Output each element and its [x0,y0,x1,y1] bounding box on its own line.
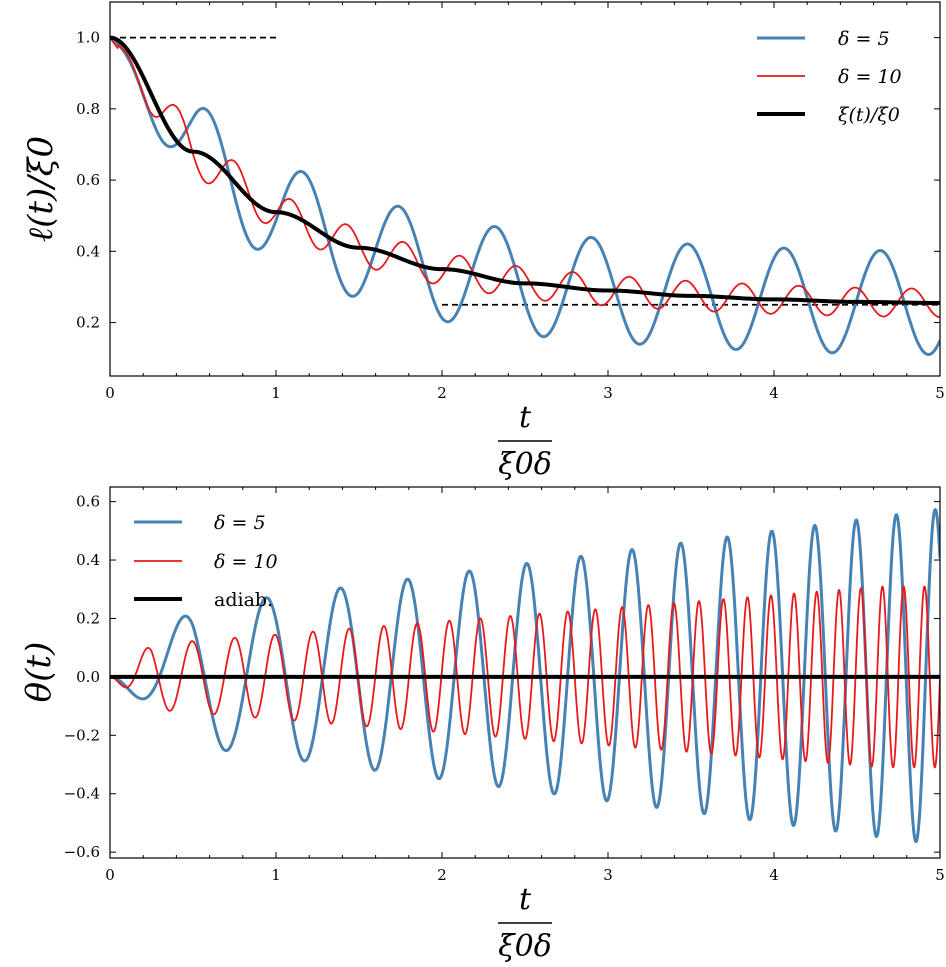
top-legend-label-xi: ξ(t)/ξ0 [838,104,900,126]
bottom-y-axis-label-text: θ(t) [19,642,59,703]
bottom-legend-label-adiab: adiab. [214,589,273,611]
bottom-xtick-label-0: 0 [105,866,115,884]
bottom-ytick-label-5: 0.4 [76,551,100,569]
bottom-panel: 0 1 2 3 4 5 −0.6 −0.4 −0.2 0.0 0.2 0.4 0.6 θ(t) t ξ0… [19,486,945,964]
top-y-tick-labels: 0.2 0.4 0.6 0.8 1.0 [76,29,100,332]
top-x-axis-label-text: t ξ0δ [498,400,552,482]
bottom-ytick-label-2: −0.2 [64,726,100,744]
top-ytick-label-3: 0.8 [76,100,100,118]
top-axes-frame [109,1,941,377]
bottom-ytick-label-0: −0.6 [64,843,100,861]
top-xtick-label-1: 1 [271,384,281,402]
bottom-ticks [109,487,941,858]
top-y-axis-label-text: ℓ(t)/ξ0 [21,136,61,242]
bottom-y-tick-labels: −0.6 −0.4 −0.2 0.0 0.2 0.4 0.6 [64,493,100,862]
top-y-axis-label: ℓ(t)/ξ0 [21,136,61,242]
top-legend-label-delta5: δ = 5 [838,28,890,50]
top-xtick-label-2: 2 [437,384,447,402]
bottom-series-line-1 [110,585,940,769]
top-series-line-0 [110,36,940,356]
bottom-y-axis-label: θ(t) [19,642,59,703]
bottom-axes-frame [109,486,941,859]
top-panel: 0 1 2 3 4 5 0.2 0.4 0.6 0.8 1.0 ℓ(t)/ξ0 t ξ0δ δ = … [21,1,945,482]
bottom-legend-label-delta5: δ = 5 [214,512,266,534]
top-x-tick-labels: 0 1 2 3 4 5 [105,384,945,402]
bottom-xtick-label-2: 2 [437,866,447,884]
bottom-ytick-label-1: −0.4 [64,785,100,803]
bottom-x-tick-labels: 0 1 2 3 4 5 [105,866,945,884]
bottom-ytick-label-4: 0.2 [76,609,100,627]
top-plot-area [110,35,940,356]
top-ytick-label-0: 0.2 [76,314,100,332]
top-x-axis-label: t ξ0δ [498,400,552,482]
top-ytick-label-2: 0.6 [76,171,100,189]
bottom-xtick-label-4: 4 [769,866,779,884]
bottom-plot-area [110,508,940,844]
top-ytick-label-1: 0.4 [76,242,100,260]
bottom-x-axis-label-text: t ξ0δ [498,882,552,964]
top-xtick-label-3: 3 [603,384,613,402]
bottom-xtick-label-1: 1 [271,866,281,884]
top-ticks [109,2,941,376]
top-series-line-1 [110,37,940,318]
top-legend: δ = 5 δ = 10 ξ(t)/ξ0 [757,28,902,126]
bottom-ytick-label-6: 0.6 [76,493,100,511]
bottom-x-axis-label: t ξ0δ [498,882,552,964]
bottom-legend: δ = 5 δ = 10 adiab. [134,512,278,611]
top-xtick-label-4: 4 [769,384,779,402]
top-ytick-label-4: 1.0 [76,29,100,47]
top-series-line-2 [110,35,940,305]
bottom-legend-label-delta10: δ = 10 [214,551,278,573]
top-legend-label-delta10: δ = 10 [838,66,902,88]
top-xtick-label-0: 0 [105,384,115,402]
bottom-xtick-label-5: 5 [935,866,945,884]
top-xtick-label-5: 5 [935,384,945,402]
bottom-ytick-label-3: 0.0 [76,668,100,686]
bottom-xtick-label-3: 3 [603,866,613,884]
